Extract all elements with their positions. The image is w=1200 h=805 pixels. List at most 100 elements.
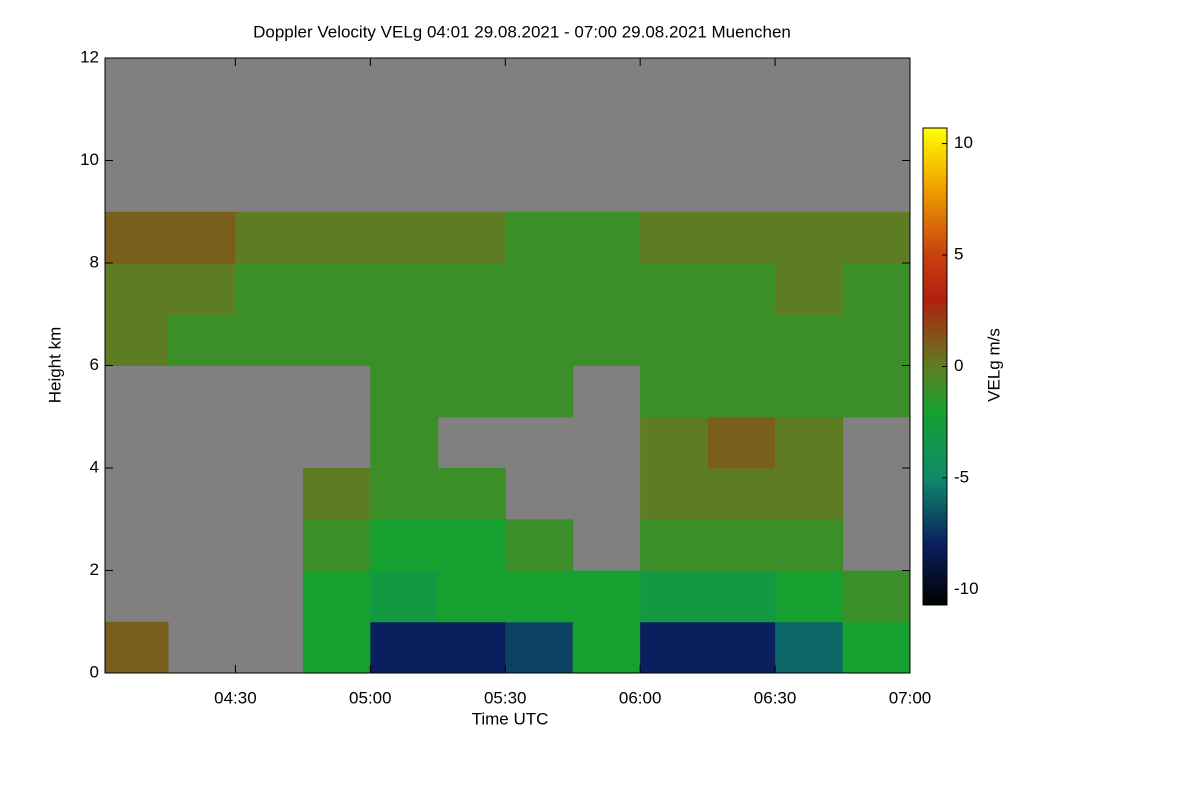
x-tick-label: 05:00: [349, 688, 392, 707]
heatmap-cell: [437, 211, 506, 264]
colorbar-tick-label: -10: [954, 579, 979, 598]
heatmap-cell: [235, 211, 304, 264]
heatmap-cell: [572, 570, 641, 623]
heatmap-cell: [775, 519, 844, 571]
heatmap-cell: [370, 263, 439, 315]
heatmap-cell: [437, 263, 506, 315]
heatmap-cell: [370, 570, 439, 623]
colorbar-tick-label: 0: [954, 356, 963, 375]
y-tick-label: 2: [90, 560, 99, 579]
heatmap-cell: [505, 211, 574, 264]
y-tick-label: 6: [90, 355, 99, 374]
heatmap-cell: [235, 314, 304, 366]
heatmap-cell: [775, 468, 844, 520]
heatmap-cell: [842, 570, 910, 623]
y-tick-label: 10: [80, 150, 99, 169]
colorbar-tick-label: -5: [954, 467, 969, 486]
heatmap-cell: [302, 570, 371, 623]
heatmap-cell: [105, 211, 169, 264]
heatmap-cell: [842, 211, 910, 264]
heatmap-cell: [370, 416, 439, 469]
heatmap-cell: [302, 314, 371, 366]
heatmap-cell: [105, 621, 169, 673]
heatmap-cell: [437, 519, 506, 571]
heatmap-cell: [572, 211, 641, 264]
heatmap-cell: [505, 263, 574, 315]
colorbar-tick-label: 10: [954, 133, 973, 152]
heatmap-cell: [370, 519, 439, 571]
heatmap-cell: [707, 314, 776, 366]
heatmap-cell: [302, 211, 371, 264]
heatmap-cell: [640, 416, 709, 469]
heatmap-cell: [572, 621, 641, 673]
heatmap-cell: [370, 621, 439, 673]
chart-title: Doppler Velocity VELg 04:01 29.08.2021 -…: [253, 22, 791, 41]
heatmap-cell: [640, 519, 709, 571]
heatmap-cell: [302, 519, 371, 571]
x-tick-label: 06:00: [619, 688, 662, 707]
heatmap-cell: [505, 519, 574, 571]
heatmap-cell: [640, 211, 709, 264]
heatmap-cell: [167, 211, 236, 264]
heatmap-cell: [775, 263, 844, 315]
heatmap-cell: [302, 468, 371, 520]
heatmap-cell: [640, 570, 709, 623]
x-tick-label: 07:00: [889, 688, 932, 707]
heatmap-cell: [775, 211, 844, 264]
heatmap-cell: [842, 365, 910, 418]
heatmap-cell: [707, 468, 776, 520]
heatmap-cell: [707, 621, 776, 673]
heatmap-cell: [167, 314, 236, 366]
heatmap-cell: [842, 263, 910, 315]
heatmap-cell: [437, 314, 506, 366]
heatmap-cell: [775, 570, 844, 623]
colorbar-tick-label: 5: [954, 245, 963, 264]
heatmap-cell: [707, 365, 776, 418]
x-axis-label: Time UTC: [472, 709, 549, 728]
y-tick-label: 8: [90, 252, 99, 271]
heatmap-cell: [572, 263, 641, 315]
heatmap-cell: [775, 365, 844, 418]
y-tick-label: 12: [80, 47, 99, 66]
heatmap-cell: [235, 263, 304, 315]
heatmap-cell: [775, 416, 844, 469]
heatmap-cell: [302, 263, 371, 315]
heatmap-cell: [105, 314, 169, 366]
heatmap-cell: [105, 263, 169, 315]
x-tick-label: 04:30: [214, 688, 257, 707]
heatmap-cell: [505, 621, 574, 673]
y-tick-label: 0: [90, 662, 99, 681]
heatmap-cell: [302, 621, 371, 673]
heatmap-cell: [707, 416, 776, 469]
heatmap-cell: [572, 314, 641, 366]
heatmap-cell: [640, 621, 709, 673]
heatmap-cell: [640, 314, 709, 366]
heatmap-cell: [370, 211, 439, 264]
heatmap-cell: [640, 468, 709, 520]
colorbar-label: VELg m/s: [984, 328, 1003, 402]
heatmap-cell: [707, 263, 776, 315]
heatmap-cell: [370, 468, 439, 520]
heatmap-cell: [640, 263, 709, 315]
heatmap-cell: [167, 263, 236, 315]
heatmap-cell: [707, 570, 776, 623]
heatmap-cell: [707, 211, 776, 264]
x-tick-label: 06:30: [754, 688, 797, 707]
heatmap-cell: [437, 570, 506, 623]
heatmap-cell: [505, 365, 574, 418]
heatmap-cell: [505, 570, 574, 623]
heatmap-cell: [437, 621, 506, 673]
heatmap: [105, 211, 910, 673]
heatmap-cell: [775, 314, 844, 366]
y-axis-label: Height km: [45, 327, 64, 404]
heatmap-cell: [775, 621, 844, 673]
heatmap-cell: [842, 314, 910, 366]
y-tick-label: 4: [90, 457, 99, 476]
heatmap-cell: [370, 314, 439, 366]
heatmap-cell: [842, 621, 910, 673]
heatmap-cell: [505, 314, 574, 366]
x-tick-label: 05:30: [484, 688, 527, 707]
heatmap-cell: [437, 365, 506, 418]
heatmap-cell: [707, 519, 776, 571]
